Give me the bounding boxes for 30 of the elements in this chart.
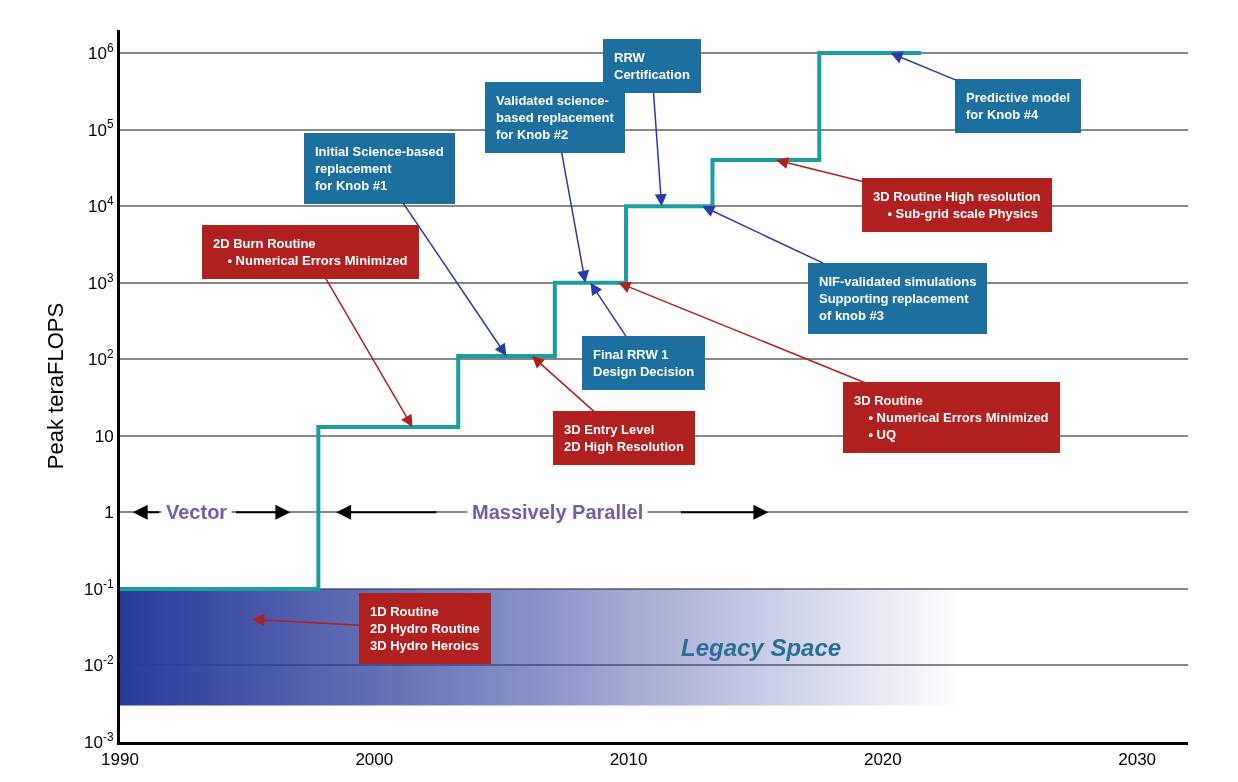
y-tick-label: 10 — [94, 426, 114, 446]
annotation: Massively Parallel — [472, 501, 644, 523]
y-tick-label: 10$^{-2}$ — [84, 653, 114, 676]
annotation: Validated science- based replacement for Knob #2 — [496, 93, 615, 142]
y-tick-label: 10$^{-3}$ — [84, 729, 114, 752]
x-tick-label: 2030 — [1118, 750, 1157, 770]
annotation: 2D Burn Routine • Numerical Errors Minimized — [213, 236, 408, 268]
annotation: Predictive model for Knob #4 — [966, 90, 1071, 122]
x-tick-label: 2000 — [355, 750, 394, 770]
annotation: RRW Certification — [614, 50, 690, 82]
y-axis-title: Peak teraFLOPS — [42, 302, 68, 470]
y-tick-label: 10$^{-1}$ — [84, 576, 114, 599]
x-tick-label: 1990 — [101, 750, 139, 770]
band-label: Legacy Space — [681, 634, 842, 661]
y-tick-label: 10$^{3}$ — [88, 270, 114, 293]
annotation: Initial Science-based replacement for Knob #1 — [315, 144, 444, 193]
annotation: 1D Routine 2D Hydro Routine 3D Hydro Heroics — [370, 604, 480, 653]
annotation: 3D Entry Level 2D High Resolution — [564, 422, 684, 454]
y-tick-label: 1 — [104, 503, 114, 523]
annotation: NIF-validated simulations Supporting replacement of knob #3 — [819, 274, 977, 323]
y-tick-label: 10$^{2}$ — [88, 347, 114, 370]
y-tick-label: 10$^{6}$ — [88, 40, 114, 63]
annotation: 3D Routine High resolution • Sub-grid scale Physics — [873, 189, 1041, 221]
x-tick-label: 2010 — [609, 750, 648, 770]
annotation: Vector — [166, 501, 228, 523]
annotation: Final RRW 1 Design Decision — [593, 347, 695, 379]
annotation: 3D Routine • Numerical Errors Minimized • UQ — [854, 393, 1049, 442]
x-tick-label: 2020 — [863, 750, 902, 770]
y-tick-label: 10$^{4}$ — [88, 193, 114, 217]
y-tick-label: 10$^{5}$ — [88, 117, 114, 140]
